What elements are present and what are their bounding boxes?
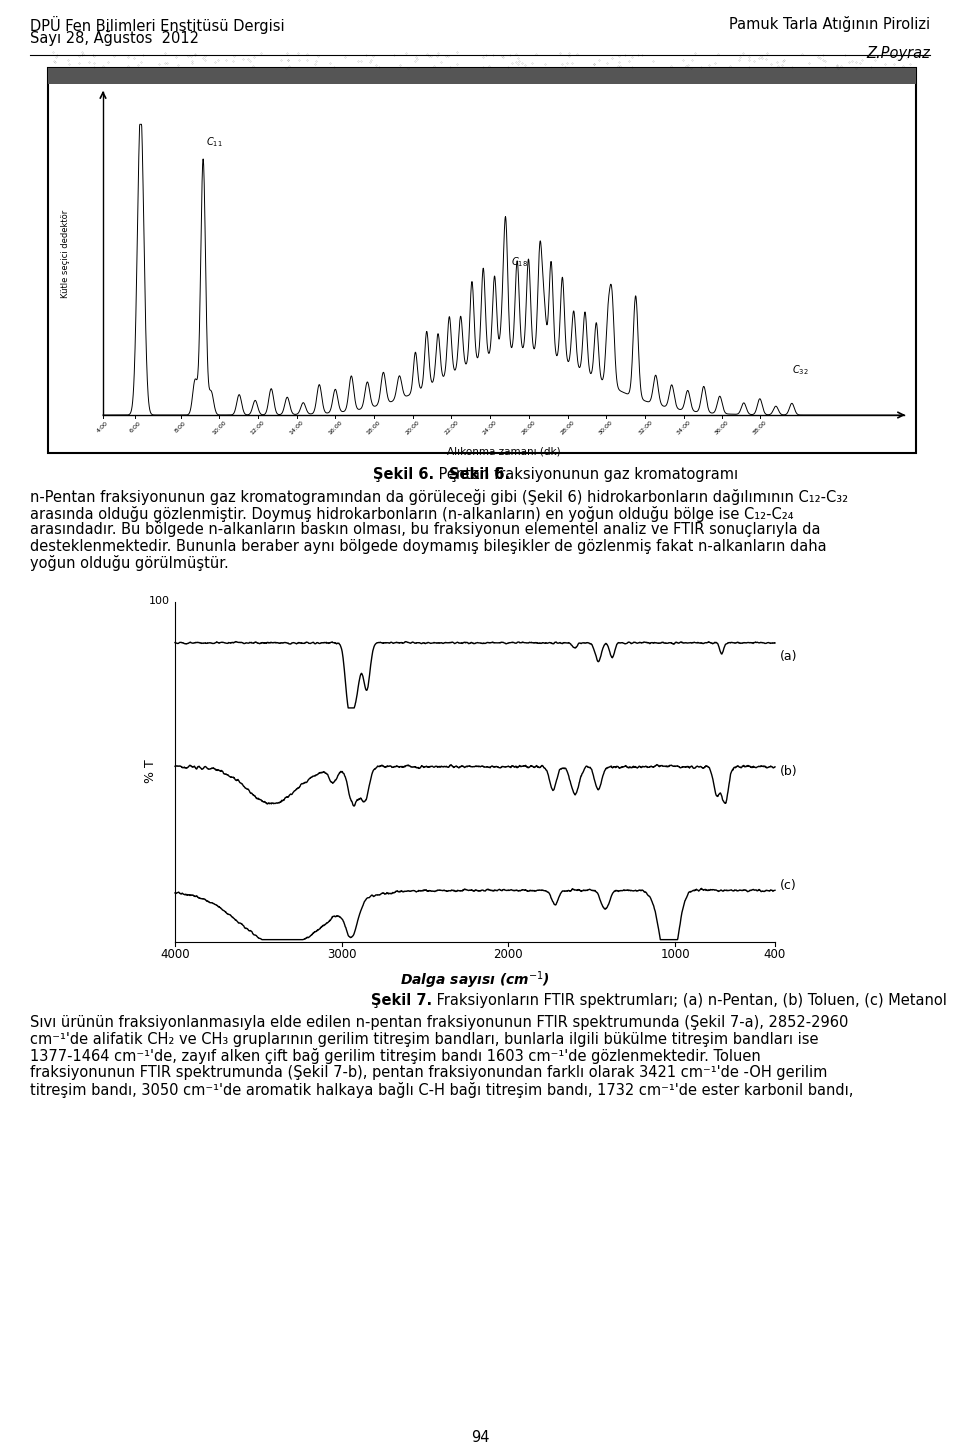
Text: 1000: 1000 — [660, 949, 690, 962]
Text: Sıvı ürünün fraksiyonlanmasıyla elde edilen n-pentan fraksiyonunun FTIR spektrum: Sıvı ürünün fraksiyonlanmasıyla elde edi… — [30, 1015, 849, 1031]
Text: 16:00: 16:00 — [327, 419, 344, 437]
Text: arasındadır. Bu bölgede n-alkanların baskın olması, bu fraksiyonun elementel ana: arasındadır. Bu bölgede n-alkanların bas… — [30, 522, 821, 536]
Text: 2000: 2000 — [493, 949, 523, 962]
Text: 24:00: 24:00 — [482, 419, 498, 437]
Text: Sayı 28, Ağustos  2012: Sayı 28, Ağustos 2012 — [30, 30, 199, 46]
Text: 18:00: 18:00 — [366, 419, 382, 437]
Text: Şekil 6.: Şekil 6. — [449, 467, 511, 482]
Text: Şekil 6.: Şekil 6. — [372, 467, 434, 482]
Text: 8:00: 8:00 — [174, 419, 187, 434]
Text: (a): (a) — [780, 651, 798, 664]
Text: 94: 94 — [470, 1430, 490, 1445]
Text: desteklenmektedir. Bununla beraber aynı bölgede doymamış bileşikler de gözlenmiş: desteklenmektedir. Bununla beraber aynı … — [30, 538, 827, 554]
Text: Z.Poyraz: Z.Poyraz — [866, 46, 930, 61]
Text: cm⁻¹'de alifatik CH₂ ve CH₃ gruplarının gerilim titreşim bandları, bunlarla ilgi: cm⁻¹'de alifatik CH₂ ve CH₃ gruplarının … — [30, 1032, 819, 1047]
Text: 20:00: 20:00 — [405, 419, 421, 437]
Text: (b): (b) — [780, 765, 798, 778]
Bar — [48, 68, 916, 453]
Text: Kütle seçici dedektör: Kütle seçici dedektör — [61, 210, 70, 298]
Text: 4:00: 4:00 — [96, 419, 109, 434]
Text: $C_{32}$: $C_{32}$ — [792, 363, 808, 377]
Text: 400: 400 — [764, 949, 786, 962]
Text: 34:00: 34:00 — [676, 419, 692, 437]
Text: fraksiyonunun FTIR spektrumunda (Şekil 7-b), pentan fraksiyonundan farklı olarak: fraksiyonunun FTIR spektrumunda (Şekil 7… — [30, 1066, 828, 1080]
Text: 6:00: 6:00 — [129, 419, 142, 434]
Text: titreşim bandı, 3050 cm⁻¹'de aromatik halkaya bağlı C-H bağı titreşim bandı, 173: titreşim bandı, 3050 cm⁻¹'de aromatik ha… — [30, 1082, 853, 1098]
Text: 14:00: 14:00 — [289, 419, 305, 437]
Text: 38:00: 38:00 — [752, 419, 768, 437]
Text: Dalga sayısı (cm$^{-1}$): Dalga sayısı (cm$^{-1}$) — [400, 969, 550, 991]
Text: 1377-1464 cm⁻¹'de, zayıf alken çift bağ gerilim titreşim bandı 1603 cm⁻¹'de gözl: 1377-1464 cm⁻¹'de, zayıf alken çift bağ … — [30, 1048, 760, 1064]
Text: 22:00: 22:00 — [444, 419, 460, 437]
Text: 12:00: 12:00 — [250, 419, 266, 437]
Text: 32:00: 32:00 — [637, 419, 654, 437]
Text: $C_{11}$: $C_{11}$ — [206, 136, 223, 149]
Text: DPÜ Fen Bilimleri Enstitüsü Dergisi: DPÜ Fen Bilimleri Enstitüsü Dergisi — [30, 16, 284, 35]
Text: (c): (c) — [780, 879, 797, 892]
Text: 26:00: 26:00 — [521, 419, 538, 437]
Text: n-Pentan fraksiyonunun gaz kromatogramından da görüleceği gibi (Şekil 6) hidroka: n-Pentan fraksiyonunun gaz kromatogramın… — [30, 489, 848, 505]
Text: Pamuk Tarla Atığının Pirolizi: Pamuk Tarla Atığının Pirolizi — [729, 16, 930, 32]
Text: Şekil 7.: Şekil 7. — [371, 993, 432, 1008]
Text: 100: 100 — [149, 597, 170, 606]
Text: Pentan fraksiyonunun gaz kromatogramı: Pentan fraksiyonunun gaz kromatogramı — [434, 467, 738, 482]
Bar — [48, 68, 916, 84]
Text: Alıkonma zamanı (dk): Alıkonma zamanı (dk) — [446, 447, 561, 457]
Text: Fraksiyonların FTIR spektrumları; (a) n-Pentan, (b) Toluen, (c) Metanol: Fraksiyonların FTIR spektrumları; (a) n-… — [432, 993, 947, 1008]
Text: 3000: 3000 — [327, 949, 356, 962]
Text: $C_{18}$: $C_{18}$ — [511, 256, 528, 269]
Text: 10:00: 10:00 — [211, 419, 228, 437]
Text: 4000: 4000 — [160, 949, 190, 962]
Text: 30:00: 30:00 — [598, 419, 614, 437]
Text: yoğun olduğu görülmüştür.: yoğun olduğu görülmüştür. — [30, 555, 228, 571]
Text: 36:00: 36:00 — [714, 419, 731, 437]
Text: 28:00: 28:00 — [560, 419, 576, 437]
Text: arasında olduğu gözlenmiştir. Doymuş hidrokarbonların (n-alkanların) en yoğun ol: arasında olduğu gözlenmiştir. Doymuş hid… — [30, 506, 794, 522]
Text: % T: % T — [143, 759, 156, 784]
